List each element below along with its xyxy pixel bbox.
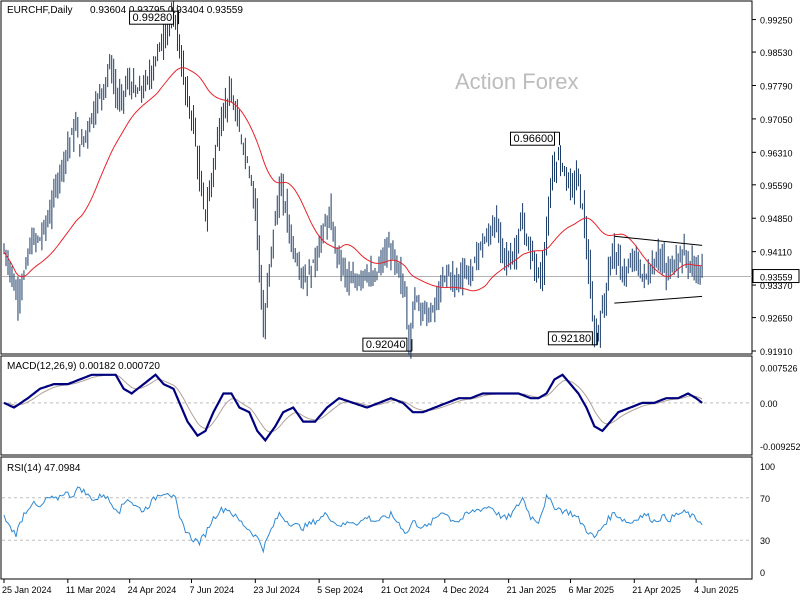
- x-tick-label: 7 Jun 2024: [189, 585, 234, 595]
- rsi-label: RSI(14) 47.0984: [7, 463, 81, 474]
- rsi-tick-label: 100: [760, 462, 775, 472]
- rsi-tick-label: 70: [760, 494, 770, 504]
- x-tick-label: 5 Sep 2024: [317, 585, 363, 595]
- price-layer: 0.99280 0.92040 0.96600 0.92180: [2, 1, 752, 359]
- x-tick-label: 4 Jun 2025: [694, 585, 739, 595]
- rsi-tick-label: 0: [760, 568, 765, 578]
- rsi-line: [3, 486, 703, 554]
- rsi-tick-label: 30: [760, 536, 770, 546]
- x-tick-label: 4 Dec 2024: [443, 585, 489, 595]
- x-tick-label: 23 Jul 2024: [253, 585, 300, 595]
- x-tick-label: 25 Jan 2024: [2, 585, 52, 595]
- price-tick-label: 0.92650: [760, 314, 793, 324]
- macd-line: [3, 373, 703, 443]
- annotation-box: [509, 131, 555, 146]
- current-price-label: 0.93559: [760, 273, 793, 283]
- annotation-box: [129, 10, 175, 25]
- price-tick-label: 0.94850: [760, 214, 793, 224]
- annotation-label: 0.96600: [513, 133, 553, 145]
- x-tick-label: 6 Mar 2025: [568, 585, 614, 595]
- price-tick-label: 0.99250: [760, 16, 793, 26]
- price-tick-label: 0.97050: [760, 115, 793, 125]
- axis-layer: 0.99250 0.98530 0.97790 0.97050 0.96310 0.955…: [2, 16, 800, 595]
- price-tick-label: 0.96310: [760, 148, 793, 158]
- macd-tick-label: -0.009252: [760, 442, 800, 452]
- x-tick-label: 24 Apr 2024: [128, 585, 177, 595]
- price-tick-label: 0.93370: [760, 281, 793, 291]
- annotation-label: 0.92180: [551, 333, 591, 345]
- price-tick-label: 0.91910: [760, 347, 793, 357]
- symbol-label: EURCHF,Daily: [7, 5, 73, 16]
- annotation-label: 0.99280: [133, 12, 173, 24]
- annotation-box: [547, 331, 593, 346]
- triangle-lower-line: [614, 295, 703, 304]
- macd-tick-label: 0.00: [760, 399, 778, 409]
- macd-label: MACD(12,26,9) 0.00182 0.000720: [7, 361, 160, 372]
- macd-tick-label: 0.007526: [760, 364, 798, 374]
- macd-layer: [2, 373, 752, 443]
- x-tick-label: 21 Apr 2025: [632, 585, 681, 595]
- price-panel: [0, 0, 753, 355]
- rsi-layer: [2, 486, 752, 554]
- triangle-upper-line: [614, 235, 703, 246]
- x-tick-label: 11 Mar 2024: [66, 585, 116, 595]
- moving-average-line: [3, 67, 703, 292]
- watermark: Action Forex: [455, 69, 579, 94]
- annotation-box: [362, 337, 408, 352]
- price-tick-label: 0.95590: [760, 181, 793, 191]
- x-tick-label: 21 Oct 2024: [381, 585, 430, 595]
- price-tick-label: 0.94110: [760, 248, 792, 258]
- annotation-label: 0.92040: [366, 339, 406, 351]
- rsi-panel: [0, 456, 753, 580]
- ohlc-values: 0.93604 0.93795 0.93404 0.93559: [90, 5, 243, 16]
- price-tick-label: 0.98530: [760, 48, 793, 58]
- price-tick-label: 0.97790: [760, 81, 793, 91]
- x-tick-label: 21 Jan 2025: [507, 585, 557, 595]
- current-price-box: [752, 269, 800, 284]
